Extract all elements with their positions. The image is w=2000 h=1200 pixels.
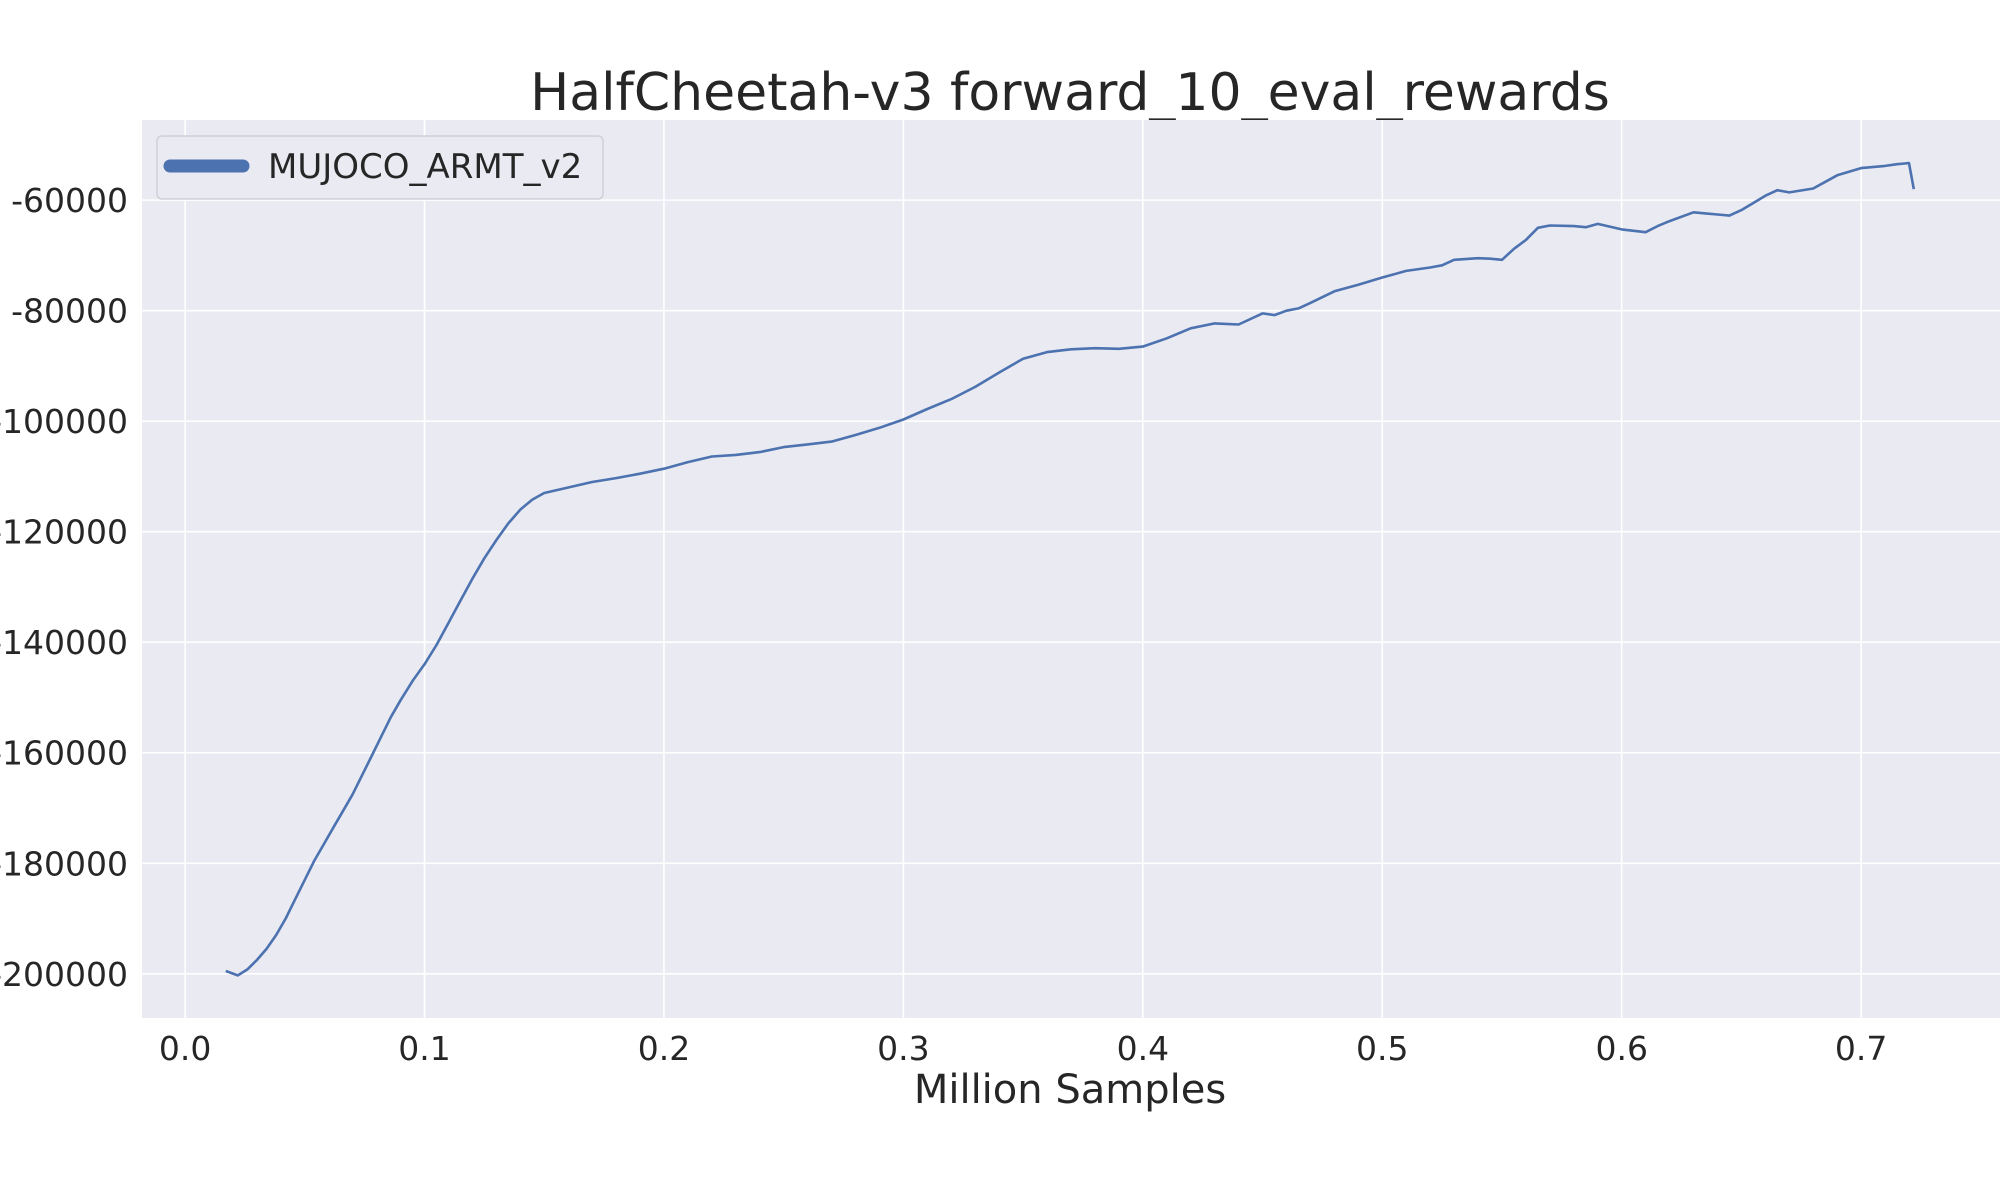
x-axis-label: Million Samples — [914, 1067, 1226, 1113]
y-tick-label: -160000 — [0, 734, 128, 773]
x-tick-label: 0.5 — [1356, 1029, 1408, 1068]
x-tick-label: 0.0 — [159, 1029, 211, 1068]
y-tick-label: -200000 — [0, 955, 128, 994]
y-tick-label: -140000 — [0, 623, 128, 662]
y-tick-label: -120000 — [0, 513, 128, 552]
series-layer — [225, 161, 1916, 977]
y-tick-label: -80000 — [11, 292, 128, 331]
y-tick-label: -100000 — [0, 402, 128, 441]
legend: MUJOCO_ARMT_v2 — [156, 135, 604, 200]
plot-area — [142, 120, 2000, 1018]
series-line — [225, 161, 1916, 977]
chart-title: HalfCheetah-v3 forward_10_eval_rewards — [530, 63, 1610, 123]
x-tick-labels: 0.0 0.1 0.2 0.3 0.4 0.5 0.6 0.7 — [159, 1029, 1888, 1068]
grid-lines — [142, 120, 2000, 1018]
y-tick-label: -180000 — [0, 844, 128, 883]
x-tick-label: 0.3 — [877, 1029, 929, 1068]
legend-label: MUJOCO_ARMT_v2 — [268, 147, 582, 187]
x-tick-label: 0.1 — [398, 1029, 450, 1068]
y-tick-label: -60000 — [11, 181, 128, 220]
x-tick-label: 0.6 — [1595, 1029, 1647, 1068]
x-tick-label: 0.7 — [1835, 1029, 1887, 1068]
x-tick-label: 0.4 — [1117, 1029, 1169, 1068]
legend-box — [156, 135, 604, 200]
y-tick-labels: -60000 -80000 -100000 -120000 -140000 -160000… — [0, 181, 128, 994]
x-tick-label: 0.2 — [638, 1029, 690, 1068]
